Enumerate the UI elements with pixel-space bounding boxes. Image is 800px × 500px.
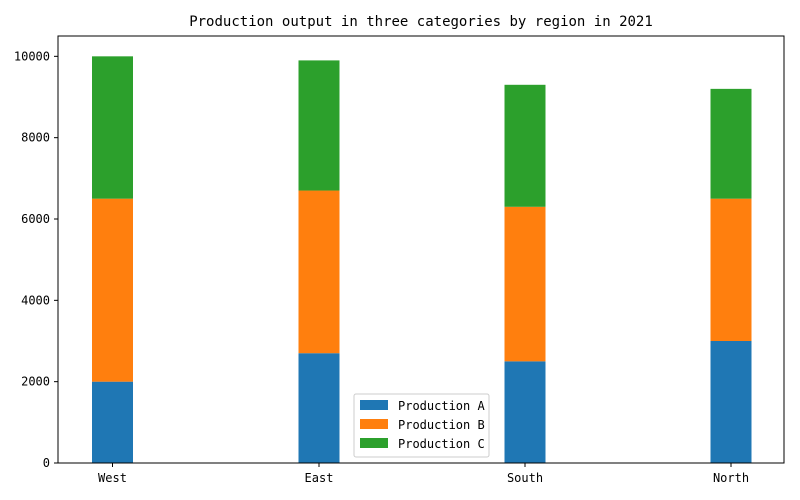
bar-south-production-c — [504, 84, 546, 207]
legend-swatch-production-b — [360, 419, 388, 429]
bar-east-production-a — [298, 353, 340, 463]
bar-south-production-b — [504, 206, 546, 362]
y-tick-label: 0 — [43, 456, 50, 470]
plot-frame — [57, 35, 785, 464]
legend-label-production-c: Production C — [398, 437, 485, 451]
x-tick-label-north: North — [713, 471, 749, 485]
y-tick-label: 8000 — [21, 131, 50, 145]
legend-swatch-production-a — [360, 400, 388, 410]
bar-north-production-a — [710, 341, 752, 463]
chart-title: Production output in three categories by… — [189, 14, 653, 30]
legend-label-production-a: Production A — [398, 399, 485, 413]
bars-group — [92, 56, 752, 463]
x-axis: West East South North — [98, 463, 749, 485]
x-tick-label-east: East — [305, 471, 334, 485]
y-tick-label: 6000 — [21, 212, 50, 226]
legend-label-production-b: Production B — [398, 418, 485, 432]
legend-swatch-production-c — [360, 438, 388, 448]
bar-south-production-a — [504, 361, 546, 463]
y-axis: 0 2000 4000 6000 8000 10000 — [14, 49, 58, 470]
bar-west-production-c — [92, 56, 133, 199]
bar-west-production-a — [92, 381, 133, 463]
legend: Production A Production B Production C — [353, 393, 490, 458]
y-tick-label: 2000 — [21, 375, 50, 389]
x-tick-label-south: South — [507, 471, 543, 485]
bar-north-production-c — [710, 88, 752, 199]
x-tick-label-west: West — [98, 471, 127, 485]
y-tick-label: 4000 — [21, 293, 50, 307]
bar-west-production-b — [92, 198, 133, 382]
y-tick-label: 10000 — [14, 49, 50, 63]
bar-north-production-b — [710, 198, 752, 341]
bar-east-production-c — [298, 60, 340, 191]
bar-east-production-b — [298, 190, 340, 354]
